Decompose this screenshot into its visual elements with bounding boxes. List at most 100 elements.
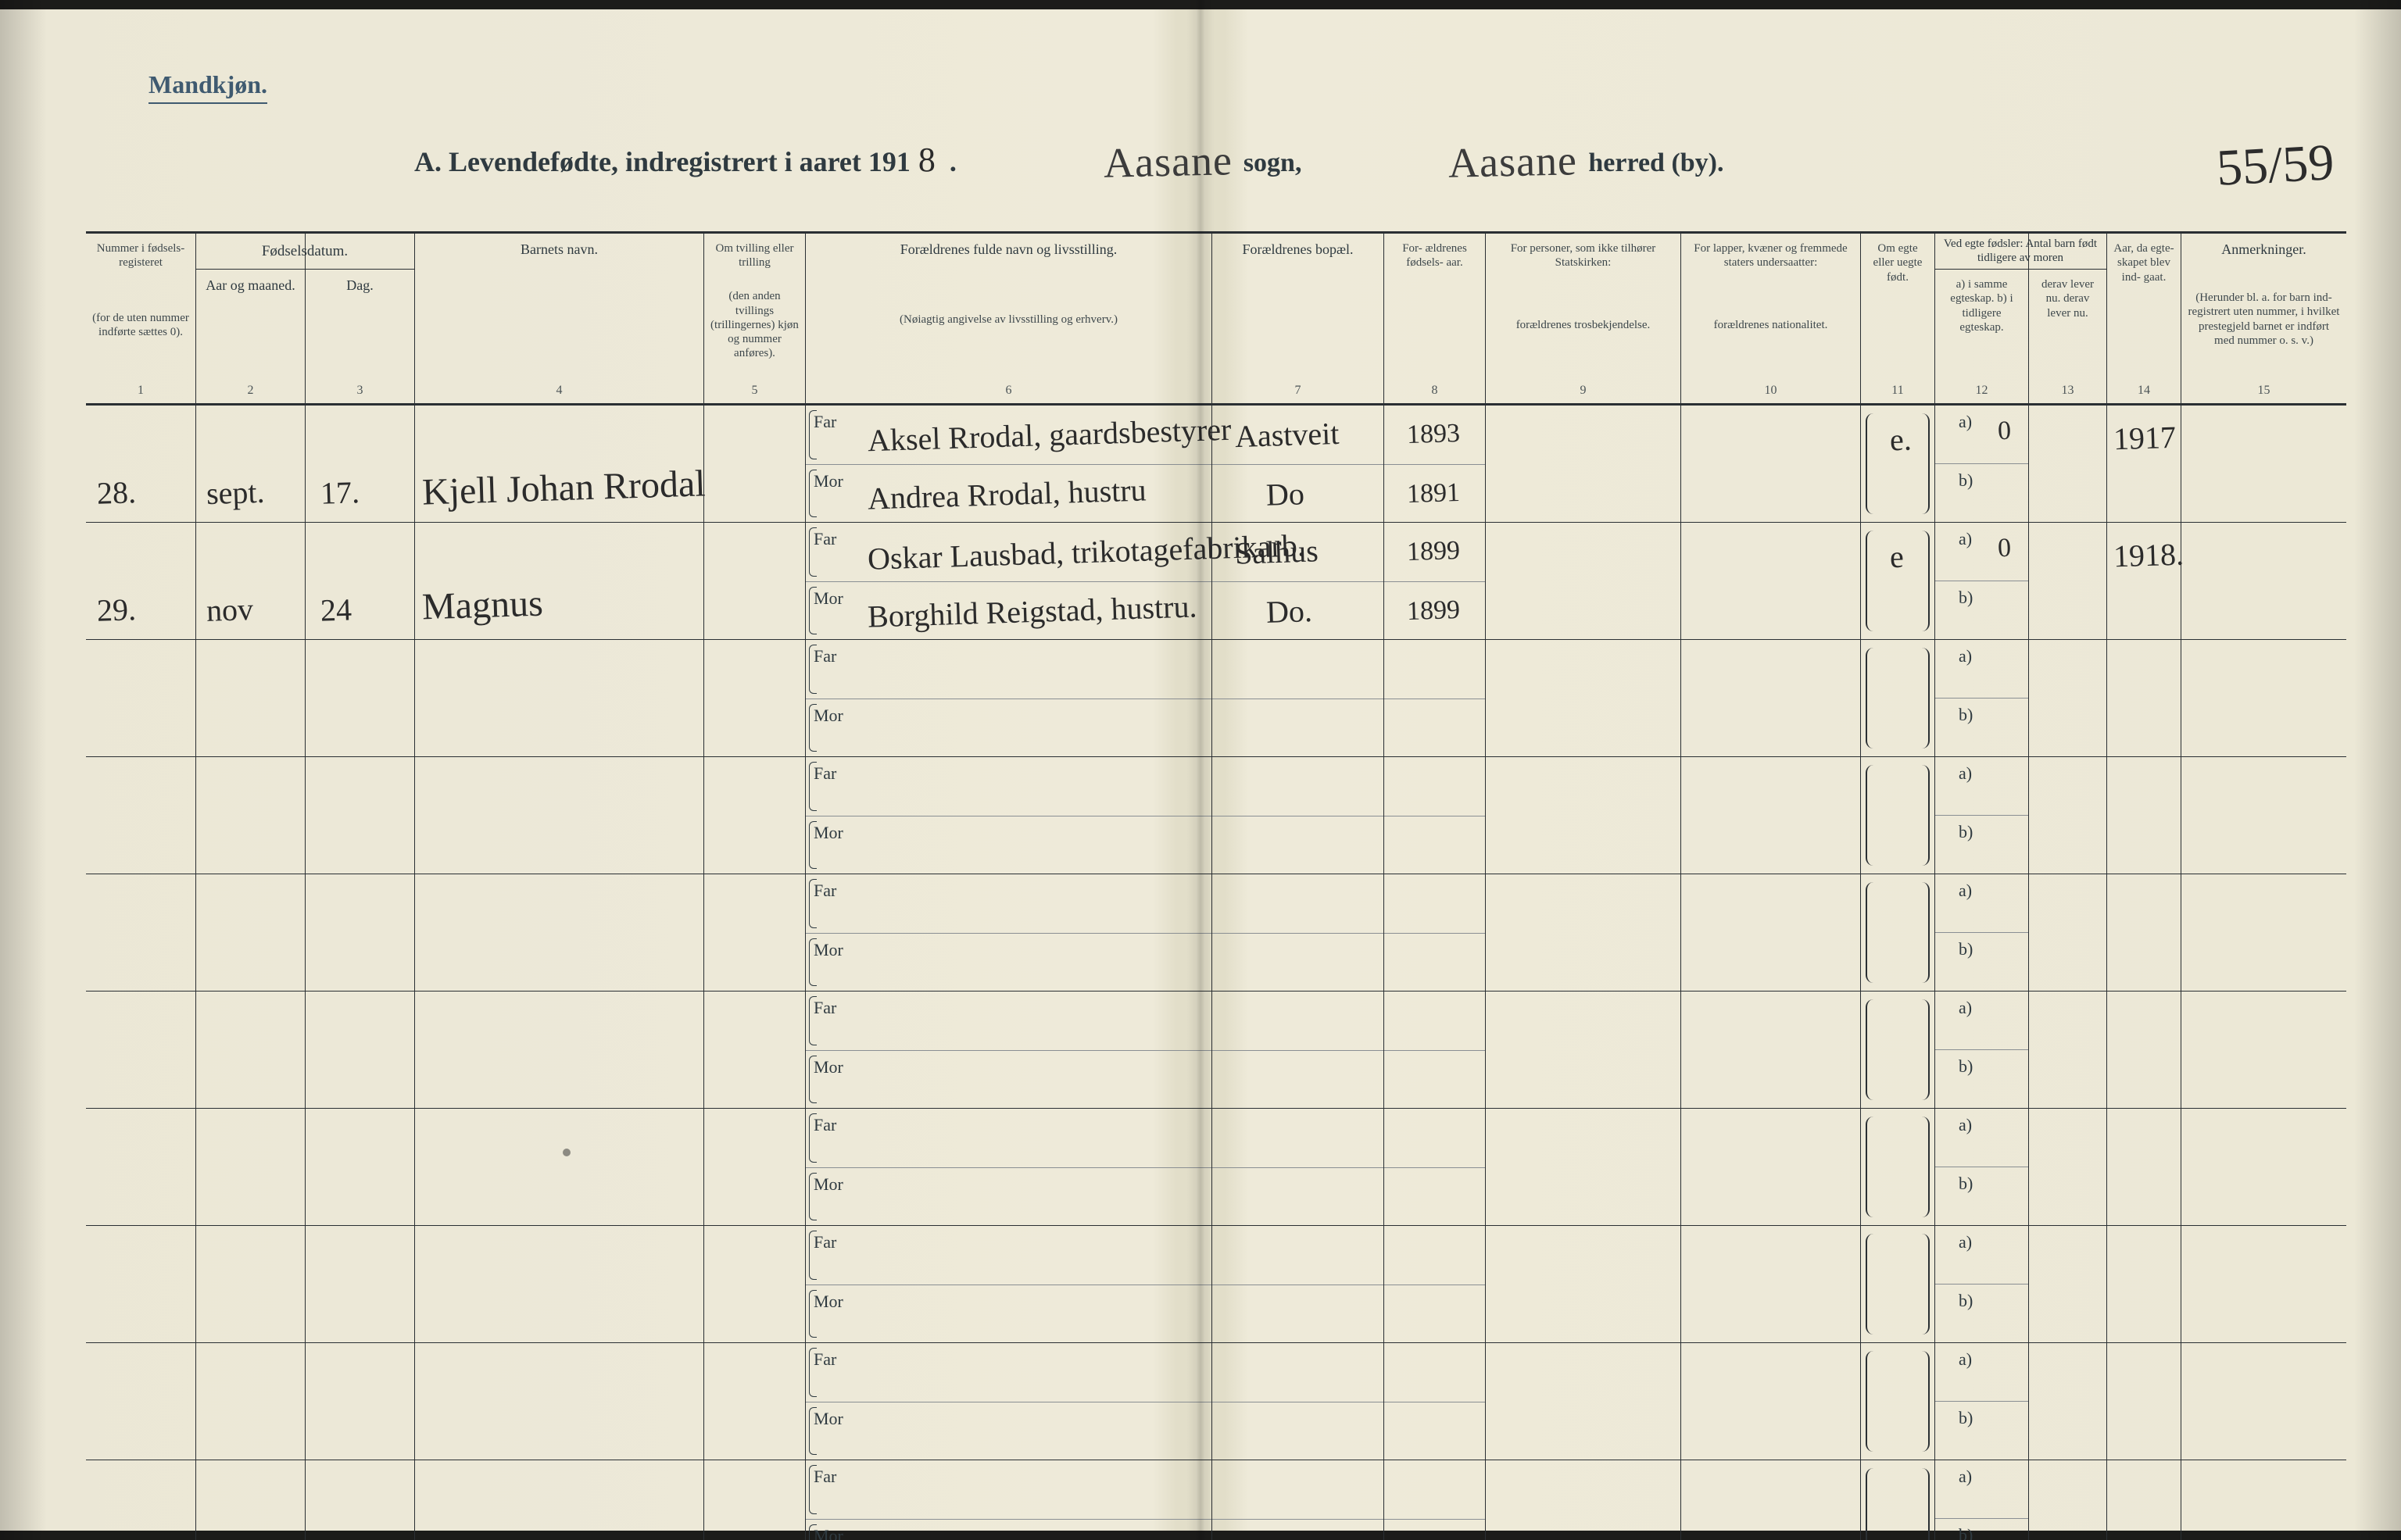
- cell-col-8: [1383, 1226, 1485, 1342]
- cell-col-11: [1860, 1109, 1934, 1225]
- cell-col-6: FarMor: [805, 874, 1211, 991]
- table-row: FarMora)b): [86, 1460, 2346, 1540]
- mor-half: Mor: [806, 816, 1211, 874]
- cell-col-8: [1383, 1343, 1485, 1460]
- top-half: [1384, 1109, 1485, 1167]
- table-row-cells: FarMora)b): [86, 1226, 2346, 1342]
- cell-col-1: [86, 1343, 195, 1460]
- split-wrap: [1212, 992, 1383, 1108]
- cell-col-13: [2028, 1109, 2106, 1225]
- table-row: FarMora)b): [86, 874, 2346, 992]
- hcol-6: Forældrenes fulde navn og livsstilling.(…: [805, 234, 1211, 403]
- bottom-half: [1384, 1285, 1485, 1343]
- cell-col-15: [2181, 640, 2346, 756]
- bottom-half: [1212, 1167, 1383, 1226]
- cell-col-5: [703, 1343, 805, 1460]
- top-half: [1384, 1226, 1485, 1285]
- cell-col-10: [1680, 523, 1860, 639]
- cell-col-15: [2181, 992, 2346, 1108]
- cell-col-11: [1860, 1343, 1934, 1460]
- cell-col-12: a)b): [1934, 992, 2028, 1108]
- hcol-14: Aar, da egte- skapet blev ind- gaat.14: [2106, 234, 2181, 403]
- cell-col-3: [305, 1343, 414, 1460]
- far-half: Far: [806, 992, 1211, 1050]
- hcol-4: Barnets navn.4: [414, 234, 703, 403]
- hw-egte: e: [1889, 538, 1904, 576]
- mor-half: Mor: [806, 1519, 1211, 1540]
- bottom-half: [1212, 699, 1383, 757]
- heading-herred-handwritten: Aasane: [1448, 136, 1578, 187]
- cell-col-10: [1680, 406, 1860, 522]
- cell-col-2: [195, 874, 305, 991]
- cell-col-4: [414, 640, 703, 756]
- cell-col-10: [1680, 1343, 1860, 1460]
- cell-col-9: [1485, 757, 1680, 874]
- cell-col-14: [2106, 757, 2181, 874]
- cell-col-14: [2106, 874, 2181, 991]
- cell-col-15: [2181, 1109, 2346, 1225]
- far-half: Far: [806, 1460, 1211, 1519]
- hcol-15: Anmerkninger.(Herunder bl. a. for barn i…: [2181, 234, 2346, 403]
- brace-icon: [1866, 882, 1930, 983]
- heading-year-handwritten: 8: [918, 140, 936, 180]
- cell-col-8: [1383, 757, 1485, 874]
- brace-icon: [1866, 765, 1930, 866]
- cell-col-10: [1680, 1109, 1860, 1225]
- bottom-half: [1384, 1519, 1485, 1540]
- top-half: [1384, 640, 1485, 699]
- bottom-half: [1212, 1285, 1383, 1343]
- ab-wrap: a)b): [1935, 523, 2028, 639]
- top-half: [1212, 640, 1383, 699]
- ab-wrap: a)b): [1935, 1343, 2028, 1460]
- cell-col-10: [1680, 874, 1860, 991]
- b-label: b): [1935, 815, 2028, 874]
- bottom-half: [1212, 1050, 1383, 1109]
- b-label: b): [1935, 698, 2028, 756]
- top-half: [1384, 1343, 1485, 1402]
- cell-col-13: [2028, 523, 2106, 639]
- cell-col-12: a)b): [1934, 1226, 2028, 1342]
- page-shadow-left: [0, 0, 47, 1540]
- ab-wrap: a)b): [1935, 757, 2028, 874]
- bottom-half: [1384, 1050, 1485, 1109]
- cell-col-13: [2028, 1460, 2106, 1540]
- far-half: Far: [806, 1343, 1211, 1402]
- brace-icon: [1866, 1117, 1930, 1217]
- cell-col-9: [1485, 1226, 1680, 1342]
- mor-label: Mor: [814, 940, 843, 960]
- mor-label: Mor: [814, 1526, 843, 1540]
- farmor-wrap: FarMor: [806, 992, 1211, 1108]
- brace-icon: [1866, 648, 1930, 749]
- cell-col-6: FarMor: [805, 640, 1211, 756]
- cell-col-7: [1211, 874, 1383, 991]
- table-header: Fødselsdatum. Ved egte fødsler: Antal ba…: [86, 234, 2346, 406]
- ab-wrap: a)b): [1935, 1109, 2028, 1225]
- bottom-half: [1212, 933, 1383, 992]
- hcol-11: Om egte eller uegte født.11: [1860, 234, 1934, 403]
- cell-col-12: a)b): [1934, 523, 2028, 639]
- cell-col-10: [1680, 640, 1860, 756]
- cell-col-14: [2106, 992, 2181, 1108]
- hw-month: nov: [206, 591, 253, 629]
- hw-day: 24: [320, 591, 352, 628]
- heading-title-prefix: A. Levendefødte, indregistrert i aaret 1…: [414, 145, 911, 178]
- cell-col-1: [86, 640, 195, 756]
- heading-sogn-handwritten: Aasane: [1103, 136, 1233, 187]
- far-half: Far: [806, 757, 1211, 816]
- cell-col-4: [414, 757, 703, 874]
- split-wrap: [1212, 1460, 1383, 1540]
- hw-mother-bopel: Do: [1265, 475, 1304, 513]
- top-half: [1384, 757, 1485, 816]
- cell-col-6: FarMor: [805, 757, 1211, 874]
- b-label: b): [1935, 1049, 2028, 1108]
- far-label: Far: [814, 1232, 836, 1252]
- split-wrap: [1212, 640, 1383, 756]
- cell-col-3: [305, 640, 414, 756]
- cell-col-13: [2028, 640, 2106, 756]
- table-row: FarMor a)b): [86, 992, 2346, 1109]
- mor-label: Mor: [814, 1174, 843, 1195]
- hw-mother-year: 1891: [1406, 478, 1460, 509]
- mor-label: Mor: [814, 706, 843, 726]
- cell-col-13: [2028, 874, 2106, 991]
- split-wrap: [1384, 1109, 1485, 1225]
